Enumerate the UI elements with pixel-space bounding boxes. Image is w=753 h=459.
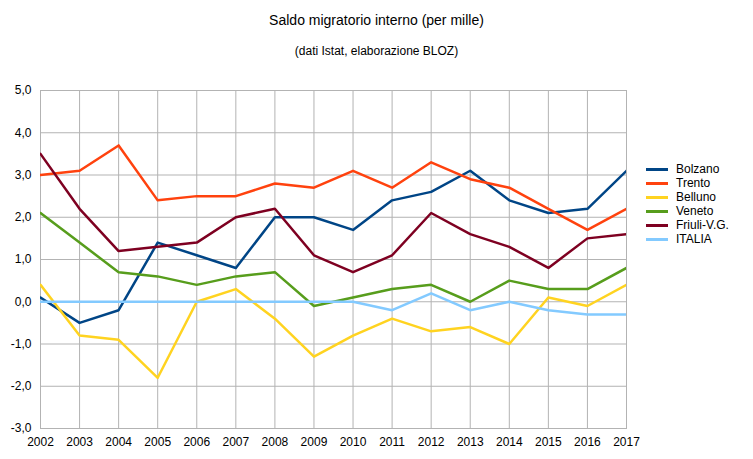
svg-text:2007: 2007: [222, 435, 249, 449]
svg-text:2015: 2015: [535, 435, 562, 449]
html-text:Veneto: Veneto: [676, 204, 714, 218]
html-text:Trento: Trento: [676, 176, 711, 190]
svg-text:2002: 2002: [27, 435, 54, 449]
html-text:Friuli-V.G.: Friuli-V.G.: [676, 218, 729, 232]
svg-text:0,0: 0,0: [15, 295, 32, 309]
svg-text:2014: 2014: [496, 435, 523, 449]
svg-text:2016: 2016: [574, 435, 601, 449]
svg-text:2004: 2004: [105, 435, 132, 449]
svg-text:-2,0: -2,0: [11, 379, 32, 393]
svg-text:2008: 2008: [262, 435, 289, 449]
svg-text:2003: 2003: [66, 435, 93, 449]
svg-text:-1,0: -1,0: [11, 337, 32, 351]
html-text:Belluno: Belluno: [676, 190, 716, 204]
svg-text:2005: 2005: [144, 435, 171, 449]
svg-text:2013: 2013: [457, 435, 484, 449]
html-text:(dati Istat, elaborazione BLOZ: (dati Istat, elaborazione BLOZ): [294, 44, 459, 58]
svg-text:2,0: 2,0: [15, 210, 32, 224]
svg-text:2017: 2017: [613, 435, 640, 449]
svg-text:4,0: 4,0: [15, 126, 32, 140]
svg-text:2010: 2010: [340, 435, 367, 449]
html-text:Saldo migratorio interno (per: Saldo migratorio interno (per mille): [269, 12, 484, 28]
svg-text:2012: 2012: [418, 435, 445, 449]
svg-text:2009: 2009: [301, 435, 328, 449]
html-text:ITALIA: ITALIA: [676, 232, 712, 246]
svg-text:2011: 2011: [379, 435, 405, 449]
svg-text:3,0: 3,0: [15, 168, 32, 182]
svg-text:-3,0: -3,0: [11, 421, 32, 435]
svg-text:1,0: 1,0: [15, 252, 32, 266]
svg-text:5,0: 5,0: [15, 83, 32, 97]
svg-text:2006: 2006: [183, 435, 210, 449]
html-text:Bolzano: Bolzano: [676, 162, 720, 176]
